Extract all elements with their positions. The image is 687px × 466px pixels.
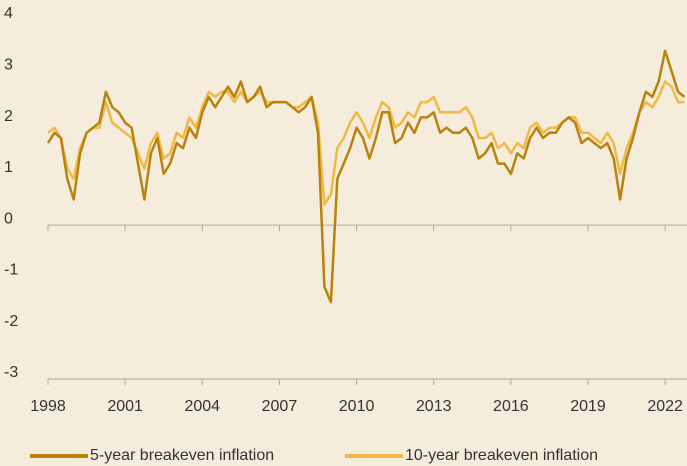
x-tick-label: 1998 [30, 398, 66, 415]
y-tick-label: -2 [4, 313, 18, 330]
y-tick-label: 1 [4, 159, 13, 176]
y-tick-label: 4 [4, 5, 13, 22]
y-tick-label: -1 [4, 262, 18, 279]
y-tick-label: -3 [4, 364, 18, 381]
x-tick-label: 2022 [647, 398, 683, 415]
x-tick-label: 2010 [339, 398, 375, 415]
legend-label: 5-year breakeven inflation [90, 447, 274, 464]
y-tick-label: 3 [4, 57, 13, 74]
legend-label: 10-year breakeven inflation [405, 447, 598, 464]
x-tick-label: 2001 [107, 398, 143, 415]
x-tick-label: 2007 [262, 398, 298, 415]
series-line [47, 80, 685, 206]
x-tick-label: 2016 [493, 398, 529, 415]
series-line [46, 49, 686, 304]
y-tick-label: 0 [4, 210, 13, 227]
x-tick-label: 2004 [184, 398, 220, 415]
x-tick-label: 2019 [570, 398, 606, 415]
y-tick-label: 2 [4, 108, 13, 125]
x-tick-label: 2013 [416, 398, 452, 415]
